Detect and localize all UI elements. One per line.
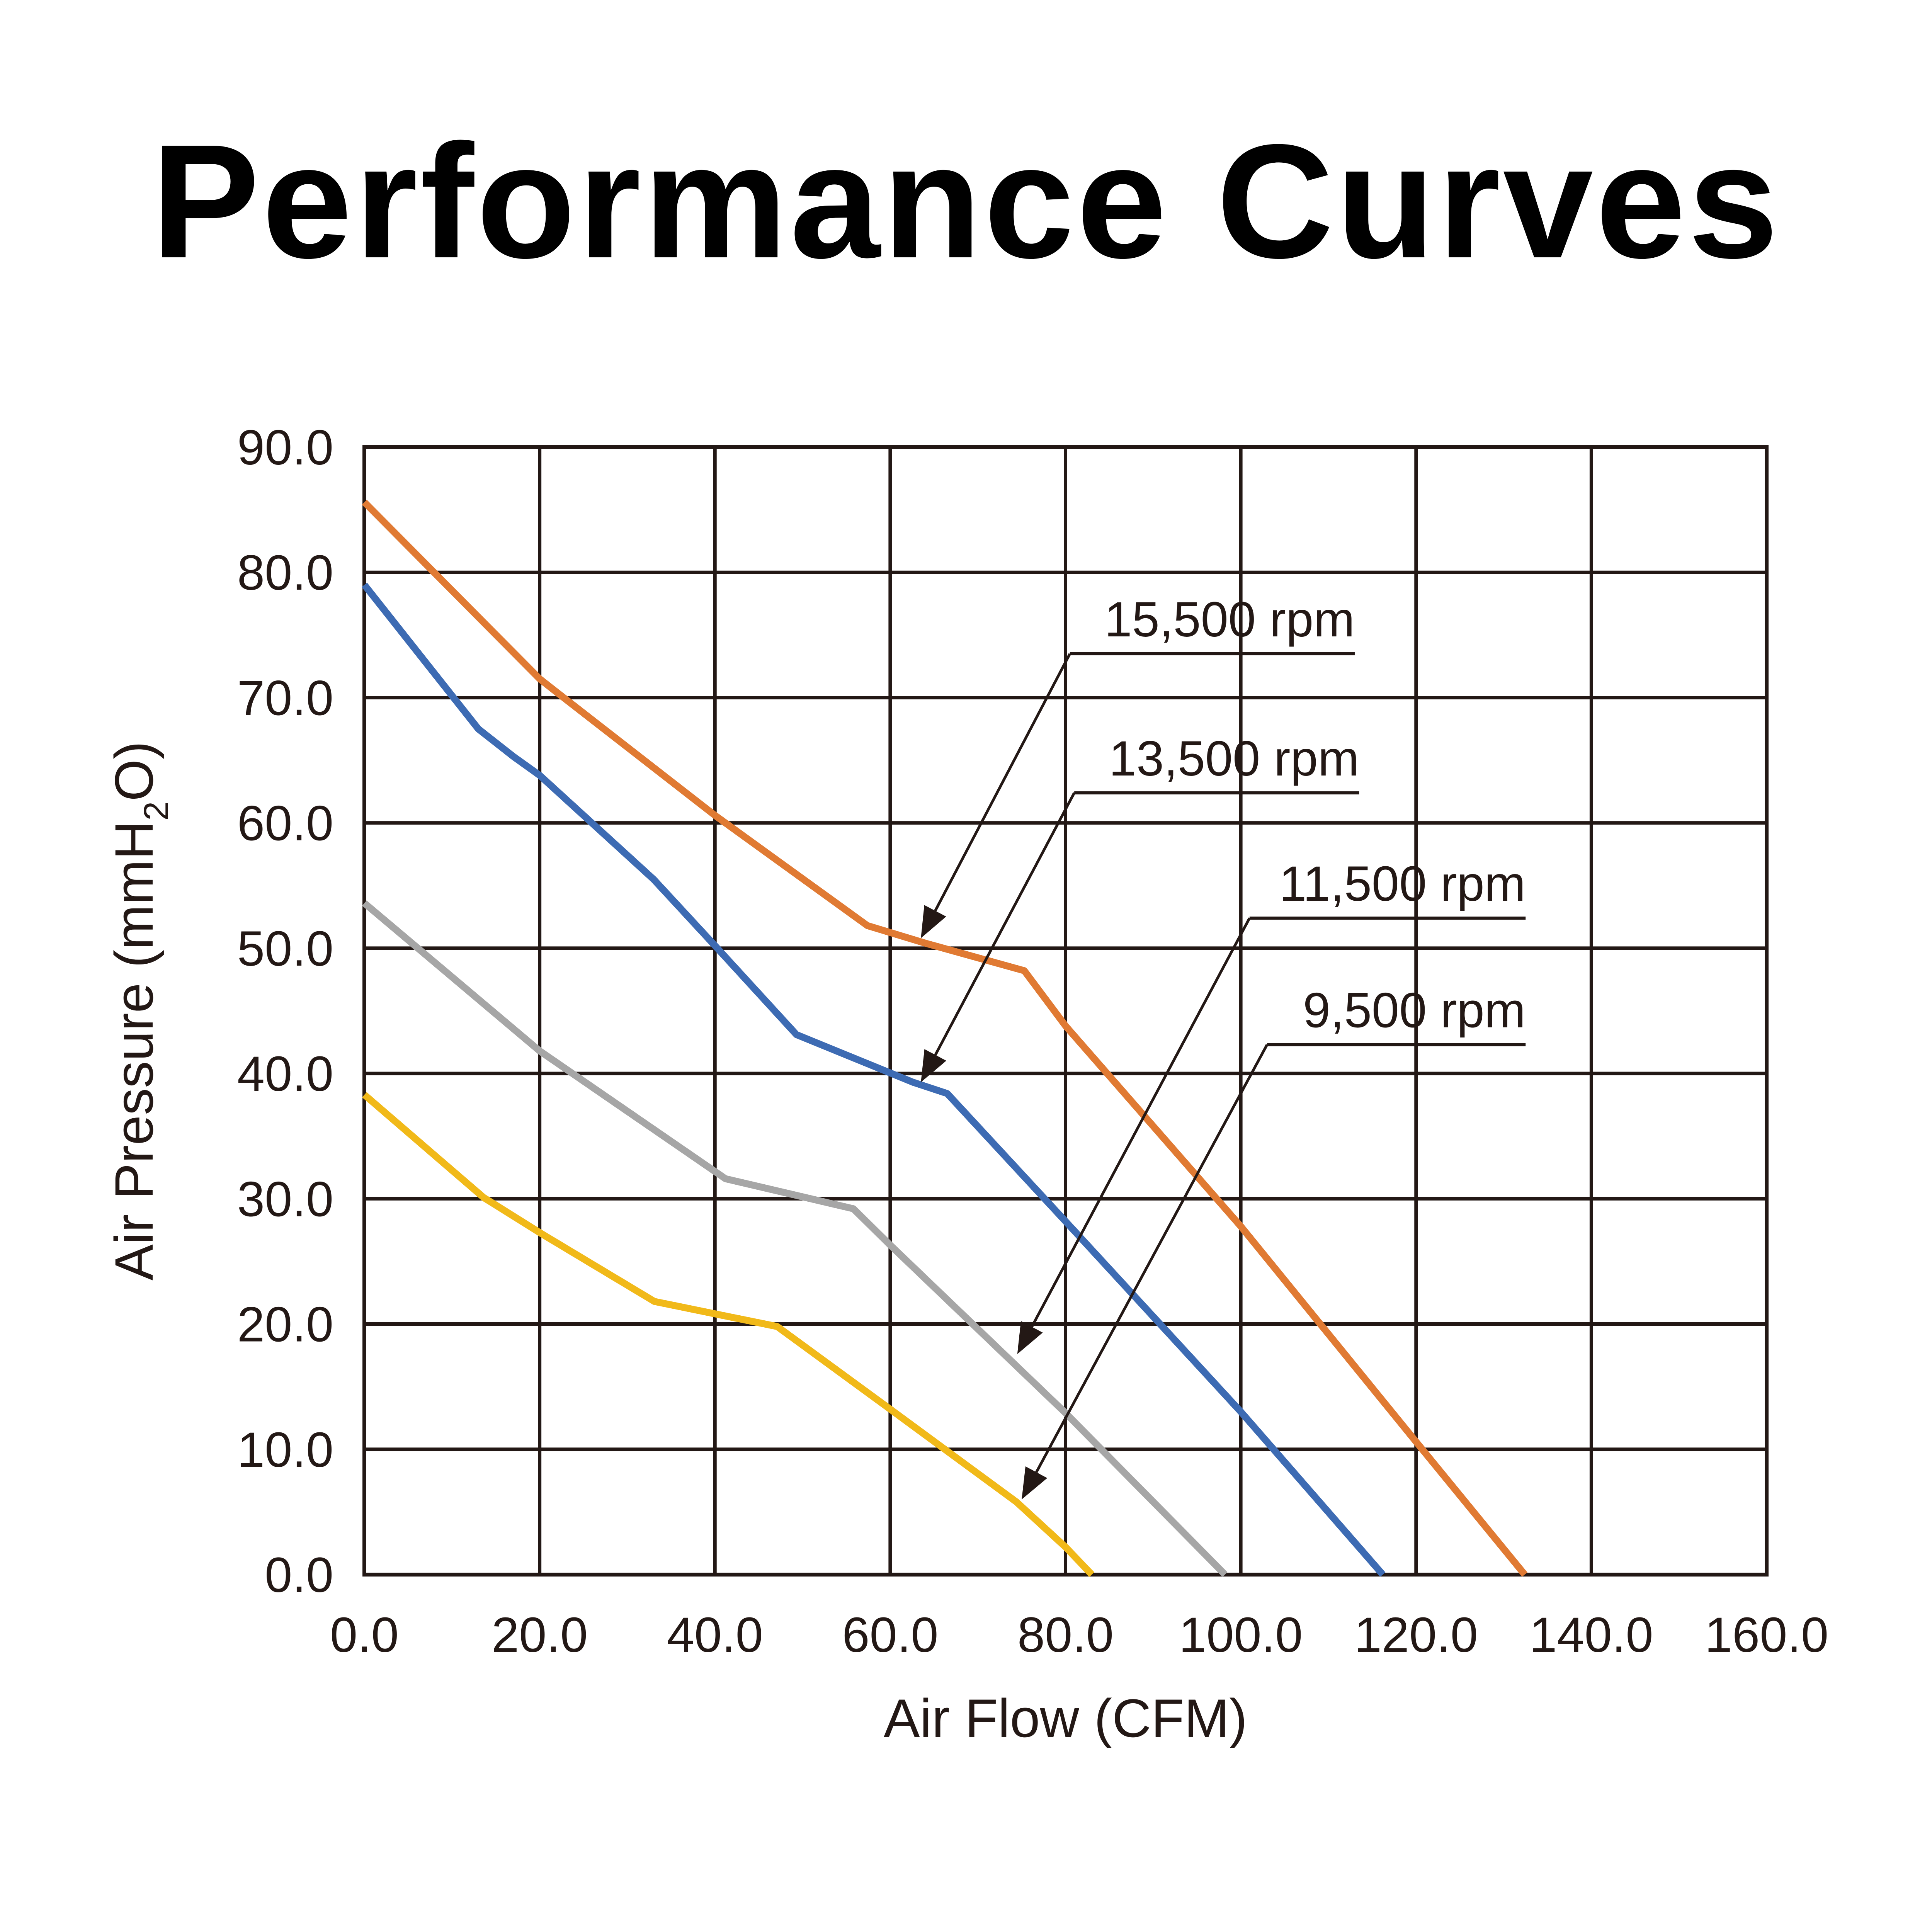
- y-tick-label: 20.0: [237, 1297, 333, 1352]
- annotation-15500-rpm: 15,500 rpm: [921, 592, 1355, 938]
- y-tick-label: 0.0: [265, 1548, 333, 1603]
- y-axis-label: Air Pressure (mmH2O): [104, 741, 176, 1281]
- y-tick-labels: 0.0 10.0 20.0 30.0 40.0 50.0 60.0 70.0 80.0 90.0: [237, 420, 333, 1603]
- annotation-arrow-shaft: [934, 653, 1071, 912]
- annotation-13500-rpm: 13,500 rpm: [921, 731, 1359, 1082]
- x-tick-label: 80.0: [1017, 1607, 1114, 1663]
- annotation-11500-rpm: 11,500 rpm: [1017, 856, 1526, 1354]
- y-axis-label-tail: O): [104, 741, 164, 801]
- y-tick-label: 80.0: [237, 545, 333, 600]
- annotation-arrow-shaft: [934, 792, 1076, 1056]
- y-tick-label: 90.0: [237, 420, 333, 475]
- chart-title: Performance Curves: [151, 111, 1781, 292]
- x-tick-label: 20.0: [492, 1607, 588, 1663]
- y-axis-label-main: Air Pressure (mmH: [104, 821, 164, 1281]
- annotation-9500-rpm: 9,500 rpm: [1022, 983, 1526, 1500]
- y-tick-label: 10.0: [237, 1422, 333, 1478]
- annotation-label: 15,500 rpm: [1104, 592, 1355, 647]
- annotation-arrow-shaft: [1031, 917, 1251, 1328]
- plot-frame: [362, 445, 1769, 1577]
- x-tick-label: 0.0: [330, 1607, 399, 1663]
- x-tick-label: 120.0: [1354, 1607, 1478, 1663]
- series-line-11500-rpm: [362, 900, 1228, 1577]
- x-tick-label: 140.0: [1529, 1607, 1653, 1663]
- y-tick-label: 40.0: [237, 1046, 333, 1102]
- annotation-label: 11,500 rpm: [1279, 856, 1526, 912]
- annotation-arrowhead-icon: [1017, 1321, 1043, 1354]
- y-tick-label: 50.0: [237, 921, 333, 976]
- annotation-arrowhead-icon: [921, 905, 946, 938]
- series-lines: [361, 500, 1527, 1577]
- annotations: 15,500 rpm 13,500 rpm 11,500 rpm 9,500 rpm: [921, 592, 1526, 1500]
- grid: [362, 445, 1769, 1577]
- x-tick-label: 160.0: [1705, 1607, 1828, 1663]
- x-axis-label: Air Flow (CFM): [884, 1688, 1247, 1748]
- y-axis-label-sub: 2: [137, 801, 176, 821]
- x-tick-labels: 0.0 20.0 40.0 60.0 80.0 100.0 120.0 140.0 160.0: [330, 1607, 1828, 1663]
- x-tick-label: 100.0: [1179, 1607, 1303, 1663]
- x-tick-label: 40.0: [667, 1607, 763, 1663]
- x-tick-label: 60.0: [842, 1607, 938, 1663]
- annotation-label: 13,500 rpm: [1109, 731, 1359, 786]
- annotation-arrowhead-icon: [1022, 1466, 1048, 1500]
- y-tick-label: 70.0: [237, 670, 333, 726]
- y-tick-label: 60.0: [237, 796, 333, 851]
- series-line-13500-rpm: [361, 583, 1386, 1577]
- annotation-arrow-shaft: [1035, 1044, 1269, 1473]
- y-tick-label: 30.0: [237, 1172, 333, 1227]
- annotation-label: 9,500 rpm: [1303, 983, 1526, 1038]
- annotation-arrowhead-icon: [921, 1049, 946, 1082]
